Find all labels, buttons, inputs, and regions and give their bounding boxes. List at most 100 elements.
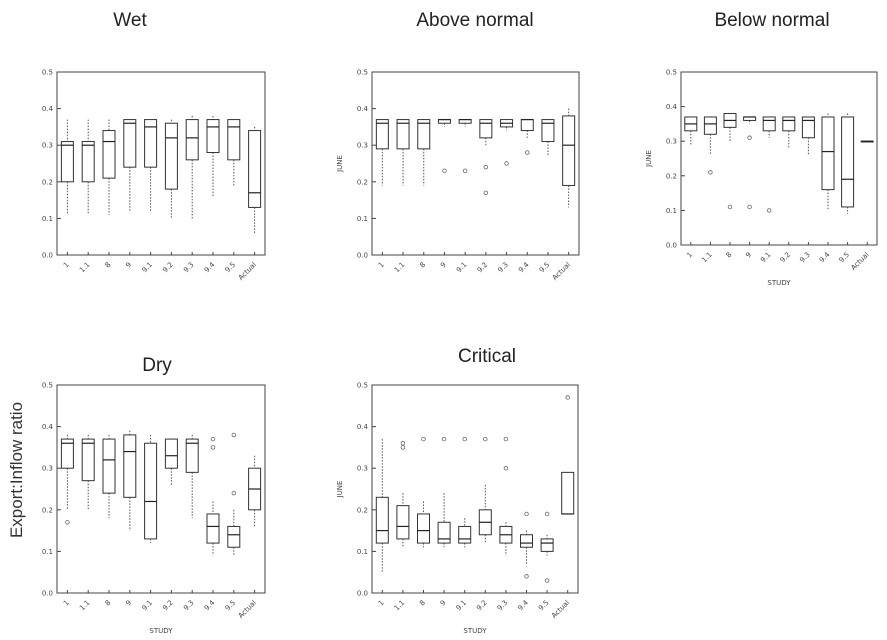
outlier-point	[544, 511, 550, 517]
iqr-box	[561, 471, 575, 515]
box-1.1	[81, 119, 95, 215]
y-tick-label: 0.3	[42, 142, 53, 150]
x-tick-label: 1.1	[78, 261, 92, 275]
box-9.4	[206, 115, 220, 197]
outlier-point	[747, 135, 752, 140]
box-9.3	[185, 434, 199, 519]
box-9	[437, 493, 451, 548]
y-tick-label: 0.3	[357, 142, 368, 150]
x-tick-label: 9	[439, 599, 448, 608]
outlier-point	[565, 395, 570, 400]
x-tick-label: 9.2	[475, 599, 489, 613]
y-tick-label: 0.5	[357, 382, 368, 390]
x-axis-label: STUDY	[463, 627, 487, 635]
box-9.4	[821, 113, 835, 211]
y-tick-label: 0.2	[42, 506, 53, 514]
iqr-box	[458, 525, 472, 544]
iqr-box	[123, 119, 137, 168]
x-tick-label: 1	[685, 251, 694, 260]
x-tick-label: Actual	[550, 599, 571, 620]
box-9.1	[144, 434, 158, 544]
x-tick-label: 1.1	[78, 599, 92, 613]
y-tick-label: 0.1	[666, 207, 677, 215]
y-tick-label: 0.2	[357, 178, 368, 186]
outlier-point	[400, 445, 406, 450]
outlier-point	[441, 436, 447, 442]
x-tick-label: 9.3	[182, 599, 196, 613]
panel-wet: Wet 0.0 0.1 0.2 0.3 0.4 0.5 1 1.1 8 9 9.1 9.2 9.3 9.4…	[42, 10, 266, 282]
plot-frame	[680, 71, 878, 246]
outlier-point	[462, 436, 467, 442]
outlier-point	[483, 164, 489, 170]
iqr-box	[123, 434, 137, 498]
box-9.4	[206, 501, 220, 556]
box-9.2	[479, 119, 493, 146]
iqr-box	[703, 116, 717, 135]
y-tick-label: 0.4	[357, 105, 369, 113]
panel-critical: Critical 0.0 0.1 0.2 0.3 0.4 0.5 1 1.1 8 9 9.1 9.2 9…	[336, 346, 579, 635]
iqr-box	[81, 141, 95, 183]
iqr-box	[479, 119, 493, 139]
box-8	[417, 119, 431, 186]
outlier-point	[544, 578, 550, 583]
x-tick-label: 8	[725, 251, 734, 260]
x-axis-label: STUDY	[767, 279, 791, 287]
x-tick-label: 9.2	[161, 261, 175, 275]
y-tick-label: 0.2	[357, 506, 368, 514]
x-tick-label: 9.1	[140, 261, 154, 275]
box-Actual	[561, 471, 575, 515]
y-axis-label: JUNE	[645, 150, 653, 168]
panel-title: Critical	[458, 346, 516, 367]
outlier-point	[210, 445, 216, 450]
x-tick-label: 9.1	[455, 261, 469, 275]
x-tick-label: 9.2	[476, 261, 490, 275]
x-tick-label: 9.3	[182, 261, 196, 275]
x-tick-label: 8	[418, 261, 427, 270]
box-9	[123, 119, 137, 212]
x-tick-label: 9.3	[496, 261, 510, 275]
outlier-point	[524, 511, 529, 517]
box-8	[417, 501, 430, 548]
iqr-box	[60, 141, 74, 183]
iqr-box	[102, 130, 116, 179]
iqr-box	[164, 122, 178, 190]
outlier-point	[65, 520, 70, 525]
y-tick-label: 0.5	[42, 382, 53, 390]
iqr-box	[206, 513, 220, 544]
iqr-box	[520, 534, 533, 548]
x-tick-label: 1	[62, 599, 71, 608]
x-tick-label: Actual	[237, 599, 258, 620]
box-9.3	[801, 116, 815, 156]
box-9.1	[144, 119, 158, 212]
outlier-point	[504, 161, 509, 166]
x-tick-label: 9.3	[798, 251, 812, 265]
box-9.4	[520, 118, 534, 138]
x-tick-label: 9	[744, 251, 753, 260]
box-9.2	[164, 119, 178, 219]
y-tick-label: 0.5	[42, 69, 53, 77]
panel-title: Below normal	[714, 10, 829, 31]
x-tick-label: 9	[124, 599, 133, 608]
iqr-box	[60, 438, 74, 469]
outlier-point	[231, 490, 236, 496]
iqr-box	[541, 119, 555, 143]
y-tick-label: 0.5	[357, 69, 368, 77]
iqr-box	[375, 119, 389, 150]
box-1	[375, 119, 389, 186]
y-tick-label: 0.1	[357, 548, 368, 556]
box-9.1	[458, 118, 472, 127]
x-tick-label: 9.5	[224, 599, 238, 613]
box-9.4	[520, 530, 533, 564]
y-tick-label: 0.0	[666, 242, 677, 250]
iqr-box	[227, 119, 241, 161]
panel-title: Wet	[113, 10, 147, 31]
box-9.5	[841, 113, 855, 214]
y-tick-label: 0.1	[42, 548, 53, 556]
x-tick-label: 9.5	[537, 599, 551, 613]
y-tick-label: 0.0	[42, 590, 53, 598]
iqr-box	[185, 119, 199, 161]
outlier-point	[525, 150, 530, 155]
outlier-point	[524, 574, 529, 579]
x-tick-label: 9.4	[203, 598, 217, 612]
x-tick-label: 9.1	[455, 599, 469, 613]
